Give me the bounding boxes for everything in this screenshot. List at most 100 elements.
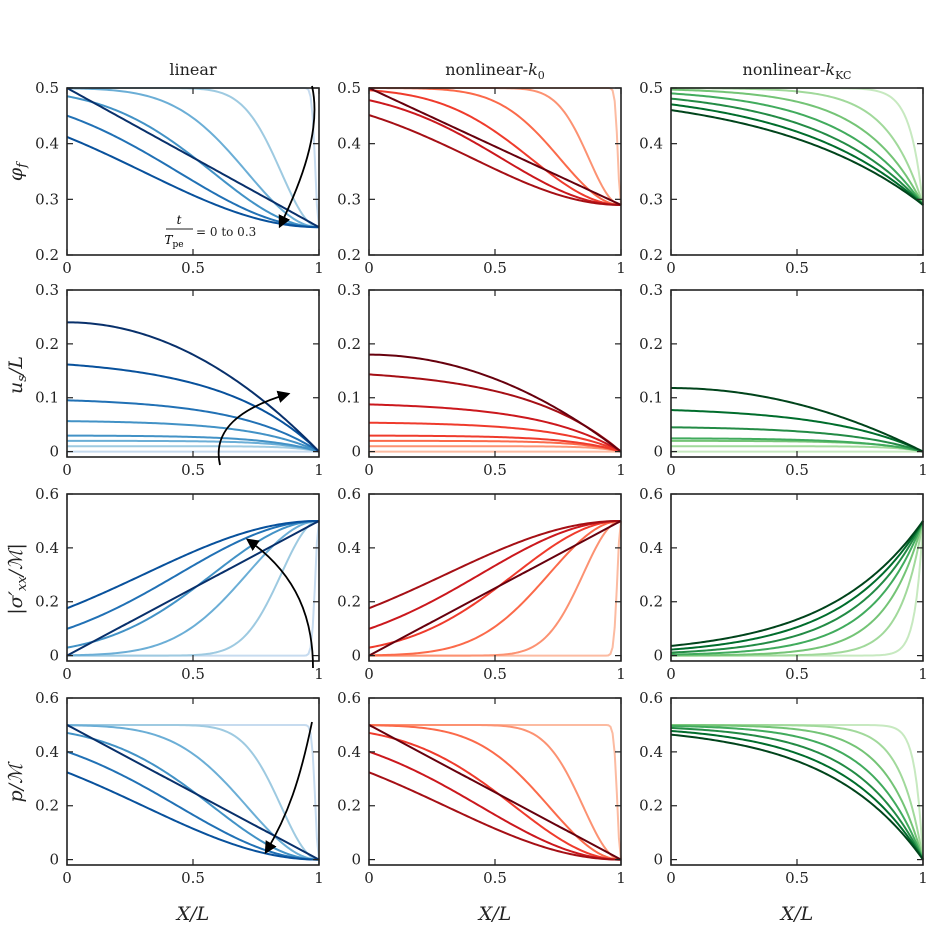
subplot-r0-c1: 0.2 0.3 0.4 0.5 0 0.5 1 bbox=[337, 79, 626, 277]
xtick-label: 0.5 bbox=[181, 259, 205, 277]
ytick-label: 0.2 bbox=[337, 797, 361, 815]
series-line bbox=[670, 520, 924, 651]
ytick-label: 0.1 bbox=[337, 389, 361, 407]
series-line bbox=[368, 519, 622, 649]
ytick-label: 0 bbox=[49, 647, 59, 665]
ytick-label: 0.4 bbox=[35, 539, 59, 557]
xtick-label: 1 bbox=[616, 259, 626, 277]
subplot-r0-c0: 0.2 0.3 0.4 0.5 0 0.5 1 bbox=[35, 79, 324, 277]
subplot-r2-c1: 0 0.2 0.4 0.6 0 0.5 1 bbox=[337, 485, 626, 683]
series-line bbox=[671, 437, 924, 453]
ylabel-pressure: p/ℳ bbox=[5, 761, 27, 803]
xtick-label: 1 bbox=[918, 869, 928, 887]
series-line bbox=[66, 519, 320, 610]
series-line bbox=[670, 520, 924, 656]
ylabel-stress: |σ′xx/ℳ| bbox=[5, 543, 30, 614]
series-line bbox=[66, 321, 320, 453]
ytick-label: 0.2 bbox=[639, 246, 663, 264]
axes-frame bbox=[368, 87, 622, 256]
series-line bbox=[368, 750, 622, 861]
ytick-label: 0 bbox=[49, 443, 59, 461]
series-line bbox=[66, 724, 320, 861]
ytick-label: 0.6 bbox=[337, 689, 361, 707]
ytick-label: 0.5 bbox=[35, 79, 59, 97]
xtick-label: 0 bbox=[364, 461, 374, 479]
series-line bbox=[369, 434, 622, 453]
series-line bbox=[368, 99, 622, 206]
ytick-label: 0.4 bbox=[337, 743, 361, 761]
xtick-label: 1 bbox=[314, 869, 324, 887]
ytick-label: 0.6 bbox=[337, 485, 361, 503]
series-line bbox=[368, 724, 622, 861]
ytick-label: 0.2 bbox=[337, 246, 361, 264]
series-line bbox=[670, 88, 924, 206]
column-title-linear: linear bbox=[169, 60, 217, 79]
series-line bbox=[368, 89, 622, 206]
xtick-label: 0 bbox=[364, 869, 374, 887]
xtick-label: 0.5 bbox=[181, 461, 205, 479]
series-line bbox=[670, 92, 924, 206]
series-line bbox=[670, 520, 924, 654]
ytick-label: 0.2 bbox=[35, 797, 59, 815]
series-line bbox=[66, 731, 320, 861]
xtick-label: 0.5 bbox=[785, 461, 809, 479]
column-title-nonlinear-kKC: nonlinear-kKC bbox=[743, 60, 852, 82]
series-line bbox=[369, 353, 622, 453]
xtick-label: 1 bbox=[918, 665, 928, 683]
xtick-label: 0.5 bbox=[483, 869, 507, 887]
xtick-label: 0 bbox=[364, 665, 374, 683]
ytick-label: 0 bbox=[653, 851, 663, 869]
series-line bbox=[670, 520, 924, 647]
ytick-label: 0.5 bbox=[639, 79, 663, 97]
ytick-label: 0.3 bbox=[337, 281, 361, 299]
series-line bbox=[66, 750, 320, 861]
subplot-r1-c0: 0 0.1 0.2 0.3 0 0.5 1 bbox=[35, 281, 324, 479]
series-line bbox=[670, 97, 924, 206]
series-line bbox=[670, 103, 924, 206]
ytick-label: 0.2 bbox=[337, 593, 361, 611]
annotation-denominator: Tpe bbox=[164, 233, 183, 250]
series-line bbox=[368, 87, 622, 206]
ytick-label: 0.3 bbox=[337, 190, 361, 208]
series-line bbox=[369, 723, 622, 861]
series-line bbox=[66, 363, 320, 453]
ytick-label: 0.3 bbox=[639, 190, 663, 208]
series-line bbox=[670, 109, 924, 206]
xtick-label: 0 bbox=[62, 461, 72, 479]
ytick-label: 0 bbox=[49, 851, 59, 869]
xtick-label: 0 bbox=[62, 869, 72, 887]
subplot-grid: 0.2 0.3 0.4 0.5 0 0.5 1 0.2 0.3 0.4 0.5 0 0.5 1 0.2 0.3… bbox=[35, 79, 928, 887]
xtick-label: 1 bbox=[918, 461, 928, 479]
series-line bbox=[368, 519, 622, 657]
ytick-label: 0.1 bbox=[639, 389, 663, 407]
ytick-label: 0.2 bbox=[35, 593, 59, 611]
xtick-label: 0 bbox=[666, 259, 676, 277]
xlabel-col0: X/L bbox=[175, 903, 210, 925]
series-line bbox=[368, 519, 622, 630]
ytick-label: 0.6 bbox=[639, 689, 663, 707]
series-line bbox=[670, 520, 924, 657]
ytick-label: 0 bbox=[351, 443, 361, 461]
series-line bbox=[368, 421, 622, 453]
subplot-r3-c2: 0 0.2 0.4 0.6 0 0.5 1 bbox=[639, 689, 928, 887]
ytick-label: 0.3 bbox=[35, 281, 59, 299]
ytick-label: 0 bbox=[653, 647, 663, 665]
ylabel-porosity: φf bbox=[5, 161, 30, 181]
series-line bbox=[67, 445, 320, 453]
ytick-label: 0.2 bbox=[337, 335, 361, 353]
xtick-label: 1 bbox=[616, 461, 626, 479]
annotation-range: = 0 to 0.3 bbox=[196, 225, 256, 239]
ytick-label: 0.2 bbox=[639, 797, 663, 815]
ytick-label: 0.2 bbox=[35, 335, 59, 353]
ytick-label: 0.4 bbox=[337, 135, 361, 153]
series-line bbox=[66, 771, 320, 861]
series-line bbox=[670, 426, 924, 453]
xtick-label: 0.5 bbox=[181, 869, 205, 887]
xtick-label: 1 bbox=[314, 461, 324, 479]
ytick-label: 0.4 bbox=[35, 743, 59, 761]
series-line bbox=[368, 771, 622, 861]
xtick-label: 0.5 bbox=[785, 869, 809, 887]
xtick-label: 0.5 bbox=[483, 665, 507, 683]
xlabel-col2: X/L bbox=[779, 903, 814, 925]
